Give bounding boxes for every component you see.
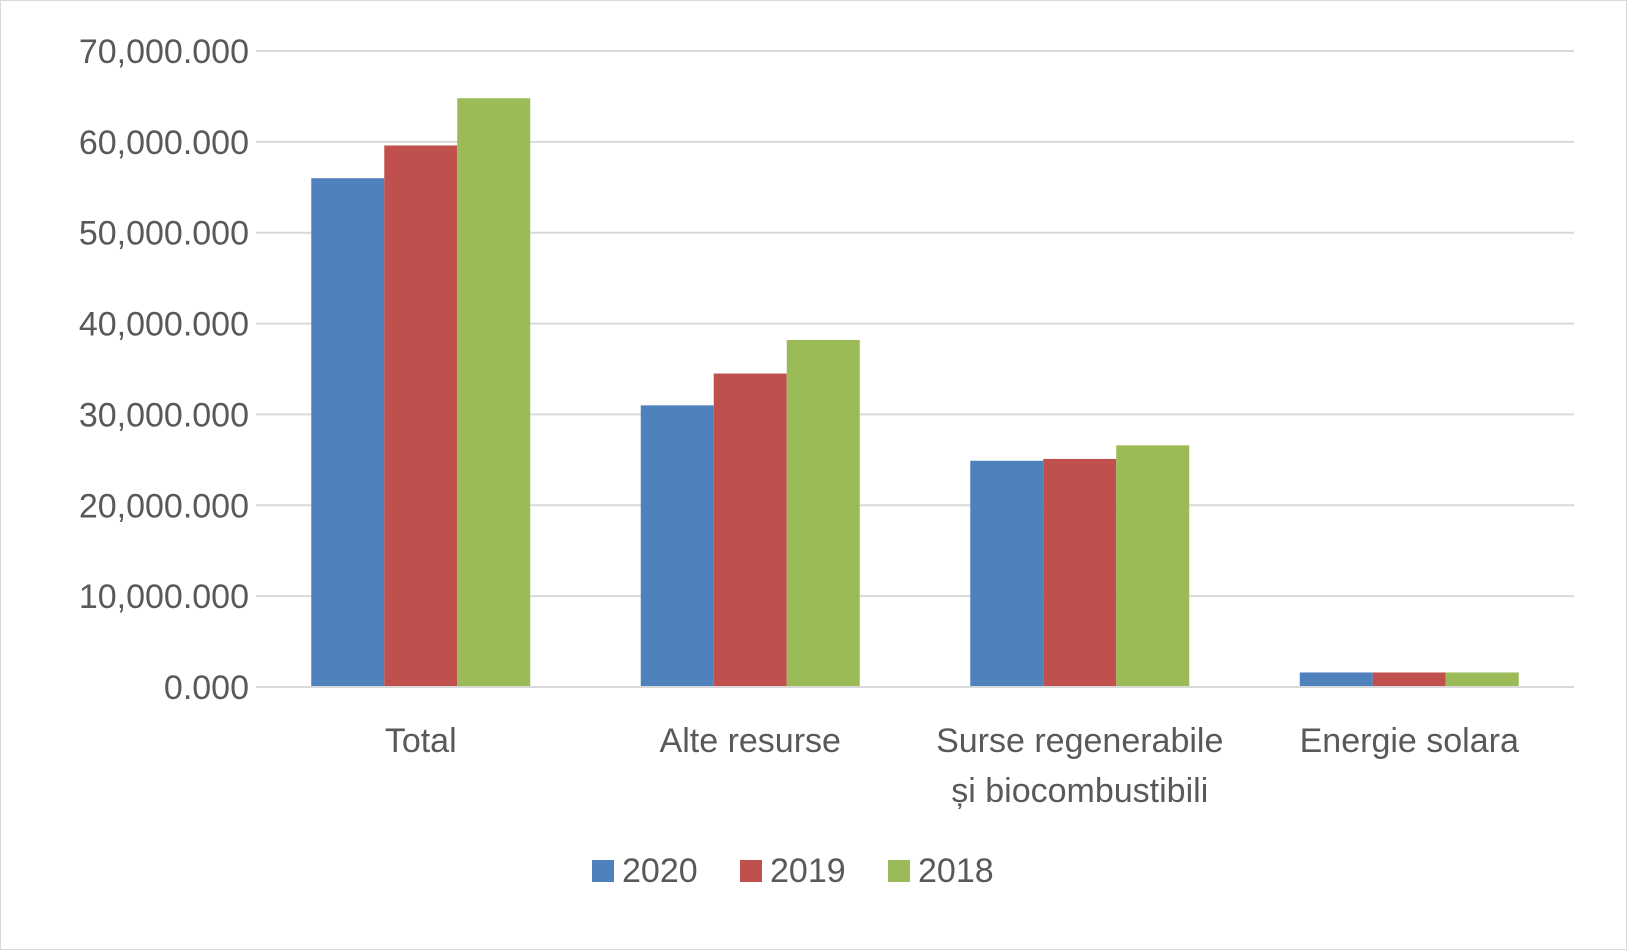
y-axis-tick-labels: 0.000 10,000.000 20,000.000 30,000.000 40,00…: [79, 33, 249, 707]
bar-2019-0: [384, 145, 458, 687]
bar-2018-3: [1445, 672, 1519, 687]
legend: 2020 2019 2018: [592, 852, 994, 890]
y-tick-label: 20,000.000: [79, 487, 249, 525]
bar-2020-3: [1299, 672, 1373, 687]
bar-2018-2: [1116, 445, 1190, 687]
bars: [311, 98, 1519, 687]
y-tick-label: 30,000.000: [79, 396, 249, 434]
bar-2019-1: [713, 373, 787, 687]
y-tick-label: 40,000.000: [79, 306, 249, 344]
y-tick-label: 70,000.000: [79, 33, 249, 71]
y-tick-label: 50,000.000: [79, 215, 249, 253]
legend-swatch-2018: [888, 860, 910, 882]
bar-2020-1: [640, 405, 714, 687]
bar-2019-2: [1043, 458, 1117, 687]
legend-swatch-2019: [740, 860, 762, 882]
bar-2018-1: [786, 339, 860, 687]
legend-label-2019: 2019: [770, 852, 846, 890]
x-category-label: Alte resurse: [660, 722, 841, 760]
legend-label-2018: 2018: [918, 852, 994, 890]
x-axis-category-labels: Total Alte resurse Surse regenerabile și bi…: [385, 722, 1519, 810]
y-tick-label: 10,000.000: [79, 578, 249, 616]
x-category-label: Total: [385, 722, 457, 760]
x-category-label: Surse regenerabile: [936, 722, 1223, 760]
y-tick-label: 60,000.000: [79, 124, 249, 162]
bar-2020-2: [970, 460, 1044, 687]
y-tick-label: 0.000: [164, 669, 249, 707]
bar-2018-0: [457, 98, 531, 687]
x-category-label: Energie solara: [1300, 722, 1519, 760]
x-category-label: și biocombustibili: [951, 772, 1208, 810]
bar-2019-3: [1372, 672, 1446, 687]
legend-label-2020: 2020: [622, 852, 698, 890]
bar-2020-0: [311, 178, 385, 687]
legend-swatch-2020: [592, 860, 614, 882]
